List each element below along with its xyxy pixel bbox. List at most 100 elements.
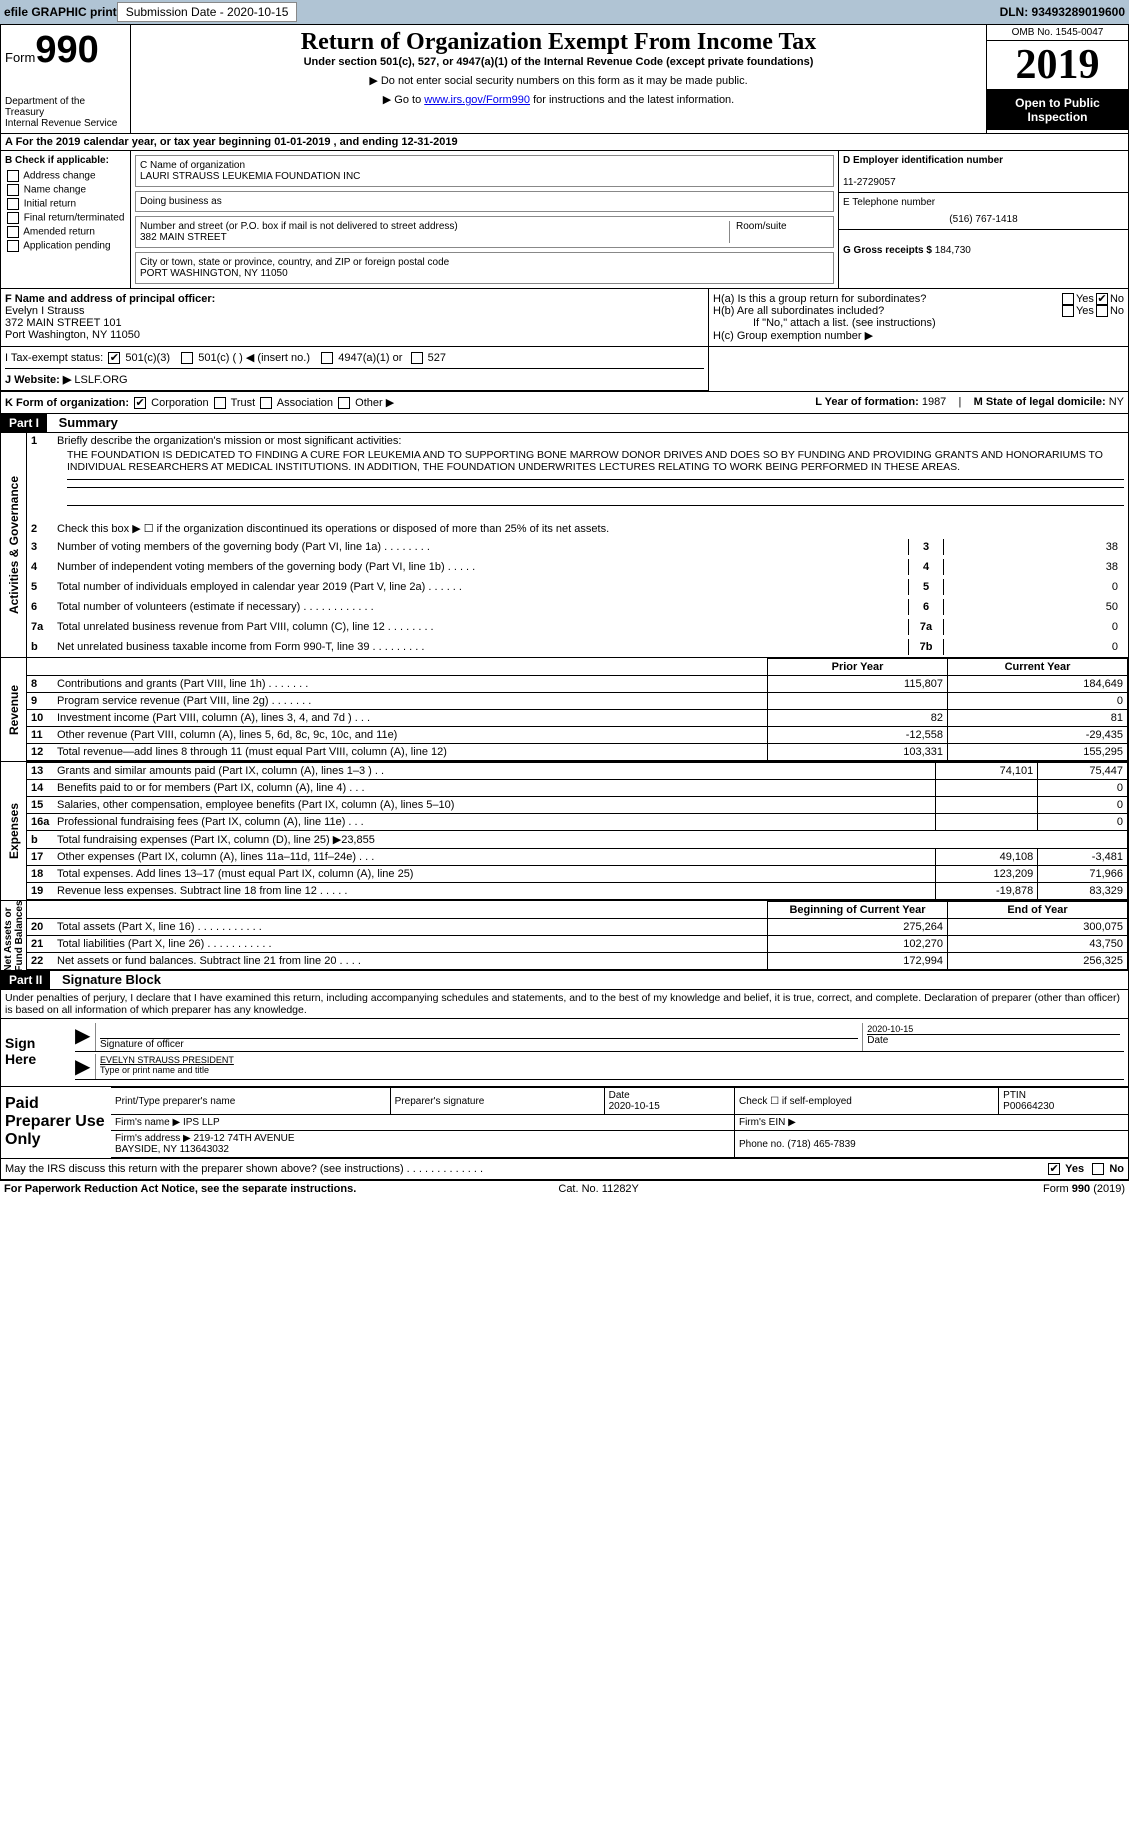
line-1: 1Briefly describe the organization's mis… xyxy=(27,433,1128,449)
c-name-box: C Name of organization LAURI STRAUSS LEU… xyxy=(135,155,834,187)
section-b-to-g: B Check if applicable: Address change Na… xyxy=(0,151,1129,289)
line-4: 4Number of independent voting members of… xyxy=(27,557,1128,577)
d-ein: D Employer identification number 11-2729… xyxy=(839,151,1128,193)
cb-other[interactable] xyxy=(338,397,350,409)
efile-label: efile GRAPHIC print xyxy=(4,5,117,19)
gross-value: 184,730 xyxy=(935,245,971,256)
officer-name: Evelyn I Strauss xyxy=(5,305,84,317)
firm-phone: Phone no. (718) 465-7839 xyxy=(734,1131,1128,1158)
prep-name-hdr: Print/Type preparer's name xyxy=(111,1088,390,1115)
efile-topbar: efile GRAPHIC print Submission Date - 20… xyxy=(0,0,1129,24)
firm-addr: Firm's address ▶ 219-12 74TH AVENUE BAYS… xyxy=(111,1131,734,1158)
cb-final-return[interactable]: Final return/terminated xyxy=(5,212,126,224)
officer-addr2: Port Washington, NY 11050 xyxy=(5,329,140,341)
form-number: Form990 xyxy=(5,29,126,72)
col-c-org: C Name of organization LAURI STRAUSS LEU… xyxy=(131,151,838,288)
f-officer: F Name and address of principal officer:… xyxy=(1,289,708,346)
cb-4947[interactable] xyxy=(321,352,333,364)
name-arrow-icon: ▶ xyxy=(75,1054,95,1079)
h-b-label: H(b) Are all subordinates included? xyxy=(713,305,1060,317)
prep-selfemp[interactable]: Check ☐ if self-employed xyxy=(734,1088,998,1115)
dba-label: Doing business as xyxy=(140,196,222,207)
city-label: City or town, state or province, country… xyxy=(140,257,829,268)
h-group: H(a) Is this a group return for subordin… xyxy=(708,289,1128,346)
cat-no: Cat. No. 11282Y xyxy=(558,1183,639,1195)
part1-header: Part I Summary xyxy=(0,414,1129,433)
preparer-label: Paid Preparer Use Only xyxy=(1,1087,111,1158)
cb-amended[interactable]: Amended return xyxy=(5,226,126,238)
omb-number: OMB No. 1545-0047 xyxy=(987,25,1128,41)
cb-trust[interactable] xyxy=(214,397,226,409)
discuss-yes[interactable] xyxy=(1048,1163,1060,1175)
cb-name-change[interactable]: Name change xyxy=(5,184,126,196)
row-i-j: I Tax-exempt status: 501(c)(3) 501(c) ( … xyxy=(0,347,1129,392)
submission-date: Submission Date - 2020-10-15 xyxy=(117,2,298,22)
hb-no[interactable] xyxy=(1096,305,1108,317)
dba-box: Doing business as xyxy=(135,191,834,212)
form-title: Return of Organization Exempt From Incom… xyxy=(135,29,982,56)
cb-initial-return[interactable]: Initial return xyxy=(5,198,126,210)
revenue-table: Prior YearCurrent Year8Contributions and… xyxy=(27,658,1128,761)
blank-line-1 xyxy=(67,484,1124,488)
netassets-table: Beginning of Current YearEnd of Year20To… xyxy=(27,901,1128,970)
addr-box: Number and street (or P.O. box if mail i… xyxy=(135,216,834,248)
mission-label: Briefly describe the organization's miss… xyxy=(57,435,1124,447)
ha-yes[interactable] xyxy=(1062,293,1074,305)
signature-arrow-icon: ▶ xyxy=(75,1023,95,1051)
cb-app-pending[interactable]: Application pending xyxy=(5,240,126,252)
street-address: 382 MAIN STREET xyxy=(140,232,729,243)
cb-corp[interactable] xyxy=(134,397,146,409)
header-right: OMB No. 1545-0047 2019 Open to Public In… xyxy=(986,25,1128,133)
firm-name: Firm's name ▶ IPS LLP xyxy=(111,1115,734,1131)
cb-501c[interactable] xyxy=(181,352,193,364)
g-receipts: G Gross receipts $ 184,730 xyxy=(839,230,1128,260)
part1-badge: Part I xyxy=(1,414,47,432)
city-box: City or town, state or province, country… xyxy=(135,252,834,284)
ha-no[interactable] xyxy=(1096,293,1108,305)
irs-link[interactable]: www.irs.gov/Form990 xyxy=(424,94,530,106)
cb-assoc[interactable] xyxy=(260,397,272,409)
form-subtitle: Under section 501(c), 527, or 4947(a)(1)… xyxy=(135,56,982,68)
form-ref: Form 990 (2019) xyxy=(1043,1183,1125,1195)
perjury-declaration: Under penalties of perjury, I declare th… xyxy=(0,990,1129,1019)
part2-header: Part II Signature Block xyxy=(0,971,1129,990)
col-d-e-g: D Employer identification number 11-2729… xyxy=(838,151,1128,288)
h-note: If "No," attach a list. (see instruction… xyxy=(713,317,1124,329)
line-7a: 7aTotal unrelated business revenue from … xyxy=(27,617,1128,637)
sign-here-block: Sign Here ▶ Signature of officer 2020-10… xyxy=(0,1019,1129,1087)
part2-title: Signature Block xyxy=(54,970,169,989)
i-label: I Tax-exempt status: xyxy=(5,352,103,364)
header-center: Return of Organization Exempt From Incom… xyxy=(131,25,986,133)
ein-label: D Employer identification number xyxy=(843,155,1003,166)
row-a-taxyear: A For the 2019 calendar year, or tax yea… xyxy=(0,134,1129,151)
cb-address-change[interactable]: Address change xyxy=(5,170,126,182)
h-c-col xyxy=(708,347,1128,391)
col-b-checkboxes: B Check if applicable: Address change Na… xyxy=(1,151,131,288)
line-b: bNet unrelated business taxable income f… xyxy=(27,637,1128,657)
preparer-table: Print/Type preparer's name Preparer's si… xyxy=(111,1087,1128,1158)
dept-treasury: Department of the Treasury Internal Reve… xyxy=(5,96,126,129)
i-status: I Tax-exempt status: 501(c)(3) 501(c) ( … xyxy=(1,347,708,391)
line-3: 3Number of voting members of the governi… xyxy=(27,537,1128,557)
addr-label: Number and street (or P.O. box if mail i… xyxy=(140,221,729,232)
discuss-no[interactable] xyxy=(1092,1163,1104,1175)
e-phone: E Telephone number (516) 767-1418 xyxy=(839,193,1128,230)
year-formation: 1987 xyxy=(922,396,946,408)
prep-sig-hdr: Preparer's signature xyxy=(390,1088,604,1115)
vtab-governance: Activities & Governance xyxy=(1,433,27,657)
vtab-expenses: Expenses xyxy=(1,762,27,900)
hb-yes[interactable] xyxy=(1062,305,1074,317)
row-f-h: F Name and address of principal officer:… xyxy=(0,289,1129,347)
cb-527[interactable] xyxy=(411,352,423,364)
officer-addr1: 372 MAIN STREET 101 xyxy=(5,317,122,329)
sec-governance: Activities & Governance 1Briefly describ… xyxy=(0,433,1129,658)
j-website: J Website: ▶ LSLF.ORG xyxy=(5,368,704,386)
h-c-label: H(c) Group exemption number ▶ xyxy=(713,329,1124,342)
sec-netassets: Net Assets or Fund Balances Beginning of… xyxy=(0,901,1129,971)
line-2: 2Check this box ▶ ☐ if the organization … xyxy=(27,520,1128,537)
cb-501c3[interactable] xyxy=(108,352,120,364)
signature-field[interactable]: Signature of officer xyxy=(95,1023,862,1051)
mission-text: THE FOUNDATION IS DEDICATED TO FINDING A… xyxy=(67,449,1124,480)
signature-date: 2020-10-15Date xyxy=(862,1023,1124,1051)
c-label: C Name of organization xyxy=(140,160,829,171)
